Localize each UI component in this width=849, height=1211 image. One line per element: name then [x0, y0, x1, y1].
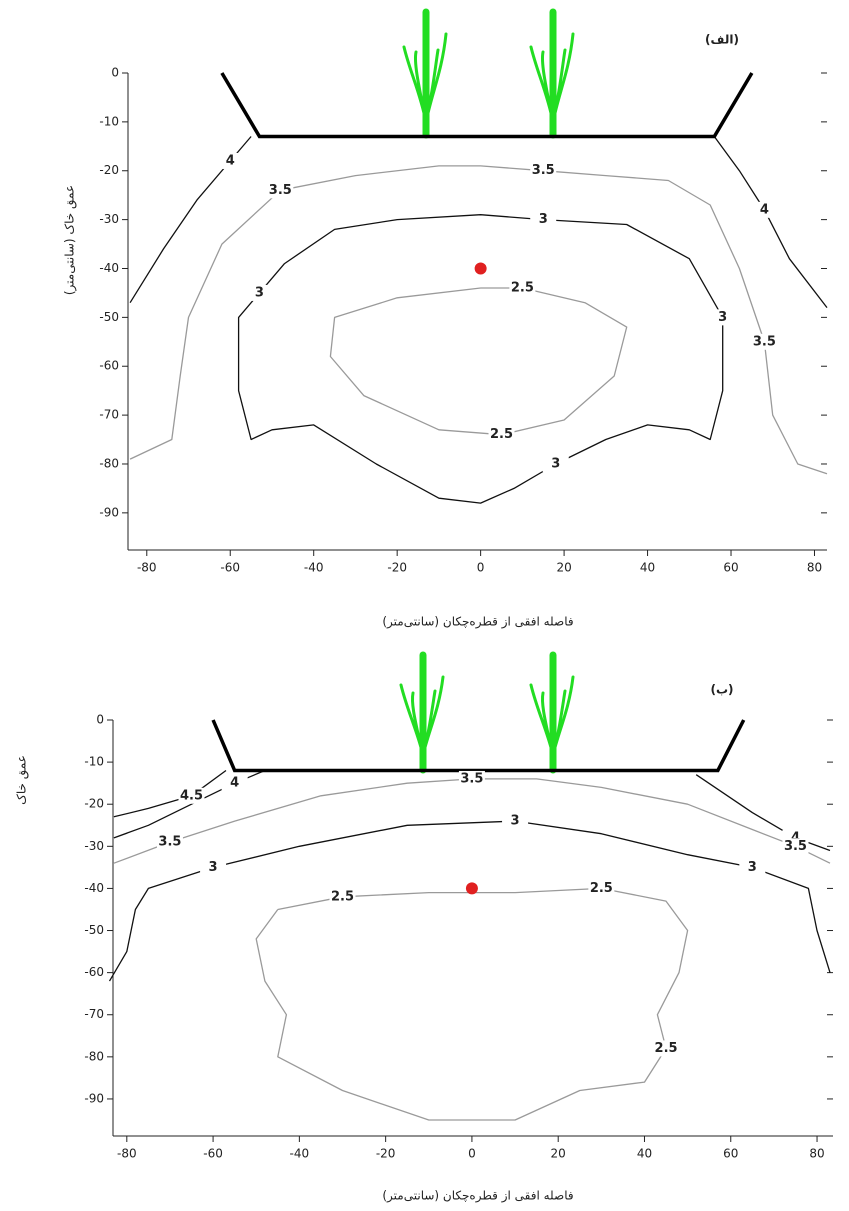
x-axis-label: فاصله افقی از قطره‌چکان (سانتی‌متر)	[382, 1189, 573, 1204]
y-tick-label: -80	[84, 1049, 104, 1063]
x-tick-label: 80	[807, 561, 822, 575]
contour-label: 3	[539, 212, 548, 227]
contour-label: 3.5	[269, 183, 292, 198]
contour-panel: (الف) فاصله افقی از قطره‌چکان (سانتی‌متر)…	[63, 33, 828, 630]
y-tick-label: -60	[99, 359, 119, 373]
contour-label: 3	[748, 860, 757, 875]
x-tick-label: -20	[376, 1147, 396, 1161]
x-tick-label: -40	[290, 1147, 310, 1161]
emitter	[475, 262, 487, 274]
plant-icon	[401, 655, 443, 770]
furrow-surface	[213, 720, 744, 771]
contour-label: 2.5	[331, 889, 354, 904]
y-axis-label: عمق خاک	[15, 755, 30, 805]
y-tick-label: -20	[84, 797, 104, 811]
y-tick-label: 0	[111, 66, 119, 80]
y-tick-label: -40	[84, 881, 104, 895]
y-tick-label: -30	[84, 839, 104, 853]
x-tick-label: -60	[220, 561, 240, 575]
y-tick-label: -90	[84, 1091, 104, 1105]
y-tick-label: -90	[99, 505, 119, 519]
plant-icon	[531, 12, 573, 135]
contour-label: 2.5	[590, 881, 613, 896]
y-axis-label: عمق خاک (سانتی‌متر)	[63, 185, 78, 295]
plant-icon	[404, 12, 446, 135]
y-tick-label: -30	[99, 212, 119, 226]
contour-line	[696, 775, 830, 851]
contour-label: 3.5	[753, 334, 776, 349]
x-tick-label: 40	[640, 561, 655, 575]
contour-label: 3.5	[460, 771, 483, 786]
y-tick-label: -70	[99, 408, 119, 422]
contour-label: 3	[718, 310, 727, 325]
y-tick-label: -10	[99, 114, 119, 128]
plants	[401, 12, 573, 770]
contour-label: 3	[209, 860, 218, 875]
contour-label: 2.5	[655, 1041, 678, 1056]
x-tick-label: 40	[637, 1147, 652, 1161]
plant-icon	[531, 655, 573, 770]
contour-label: 4.5	[180, 788, 203, 803]
panel-title: (ب)	[710, 683, 733, 697]
x-tick-label: 20	[551, 1147, 566, 1161]
x-tick-label: 20	[556, 561, 571, 575]
contour-label: 3	[551, 456, 560, 471]
y-tick-label: -10	[84, 755, 104, 769]
emitter	[466, 882, 478, 894]
x-tick-label: 60	[723, 561, 738, 575]
x-tick-label: 80	[809, 1147, 824, 1161]
x-tick-label: -20	[387, 561, 407, 575]
panel-title: (الف)	[705, 33, 739, 47]
contour-label: 3.5	[158, 835, 181, 850]
furrow-surface	[222, 73, 752, 137]
contour-label: 4	[760, 202, 769, 217]
page: (الف) فاصله افقی از قطره‌چکان (سانتی‌متر)…	[0, 0, 849, 1211]
x-tick-label: -80	[117, 1147, 137, 1161]
contour-label: 2.5	[490, 427, 513, 442]
x-tick-label: 0	[468, 1147, 476, 1161]
contour-line	[714, 137, 827, 308]
y-tick-label: -40	[99, 261, 119, 275]
contour-line	[239, 215, 723, 503]
y-tick-label: -20	[99, 163, 119, 177]
x-tick-label: -60	[203, 1147, 223, 1161]
x-tick-label: 60	[723, 1147, 738, 1161]
y-tick-label: -60	[84, 965, 104, 979]
y-tick-label: -80	[99, 456, 119, 470]
contour-line	[110, 821, 831, 981]
contour-label: 3	[511, 814, 520, 829]
y-tick-label: -70	[84, 1007, 104, 1021]
contour-label: 2.5	[511, 281, 534, 296]
y-tick-label: -50	[99, 310, 119, 324]
contour-label: 3	[255, 285, 264, 300]
x-axis-label: فاصله افقی از قطره‌چکان (سانتی‌متر)	[382, 615, 573, 630]
contour-label: 4	[226, 153, 235, 168]
y-tick-label: -50	[84, 923, 104, 937]
contour-line	[114, 771, 226, 817]
contour-line	[330, 288, 626, 435]
contour-label: 3.5	[532, 163, 555, 178]
y-tick-label: 0	[96, 713, 104, 727]
x-tick-label: 0	[477, 561, 485, 575]
contour-label: 3.5	[784, 839, 807, 854]
contour-label: 4	[230, 776, 239, 791]
contour-line	[256, 888, 687, 1120]
contour-line	[114, 779, 830, 863]
x-tick-label: -80	[137, 561, 157, 575]
x-tick-label: -40	[304, 561, 324, 575]
